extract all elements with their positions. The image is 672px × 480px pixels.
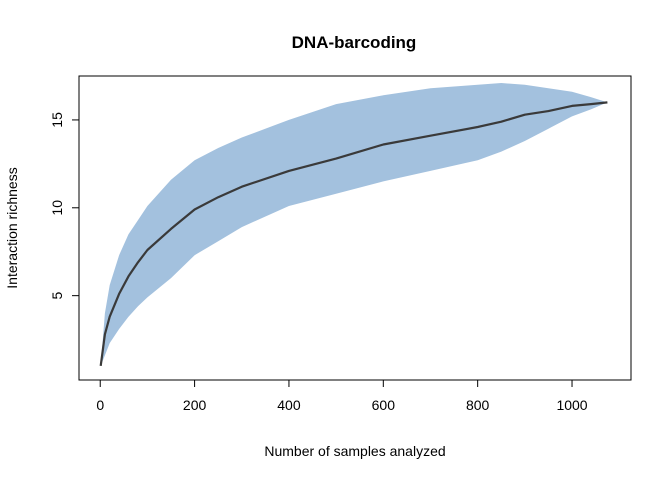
x-tick-label: 0	[96, 397, 104, 413]
plot-area	[99, 83, 608, 367]
mean-line	[99, 101, 608, 367]
y-tick-label: 15	[49, 112, 65, 128]
x-tick-label: 600	[372, 397, 396, 413]
x-axis: 0 200 400 600 800 1000	[96, 379, 588, 413]
y-axis-label: Interaction richness	[4, 167, 20, 288]
confidence-band	[100, 83, 608, 366]
x-tick-label: 1000	[556, 397, 587, 413]
chart-title: DNA-barcoding	[292, 33, 417, 52]
y-axis: 5 10 15	[49, 112, 80, 300]
x-tick-label: 800	[466, 397, 490, 413]
x-tick-label: 200	[183, 397, 207, 413]
x-tick-label: 400	[277, 397, 301, 413]
y-tick-label: 10	[49, 200, 65, 216]
y-tick-label: 5	[49, 292, 65, 300]
x-axis-label: Number of samples analyzed	[264, 443, 445, 459]
